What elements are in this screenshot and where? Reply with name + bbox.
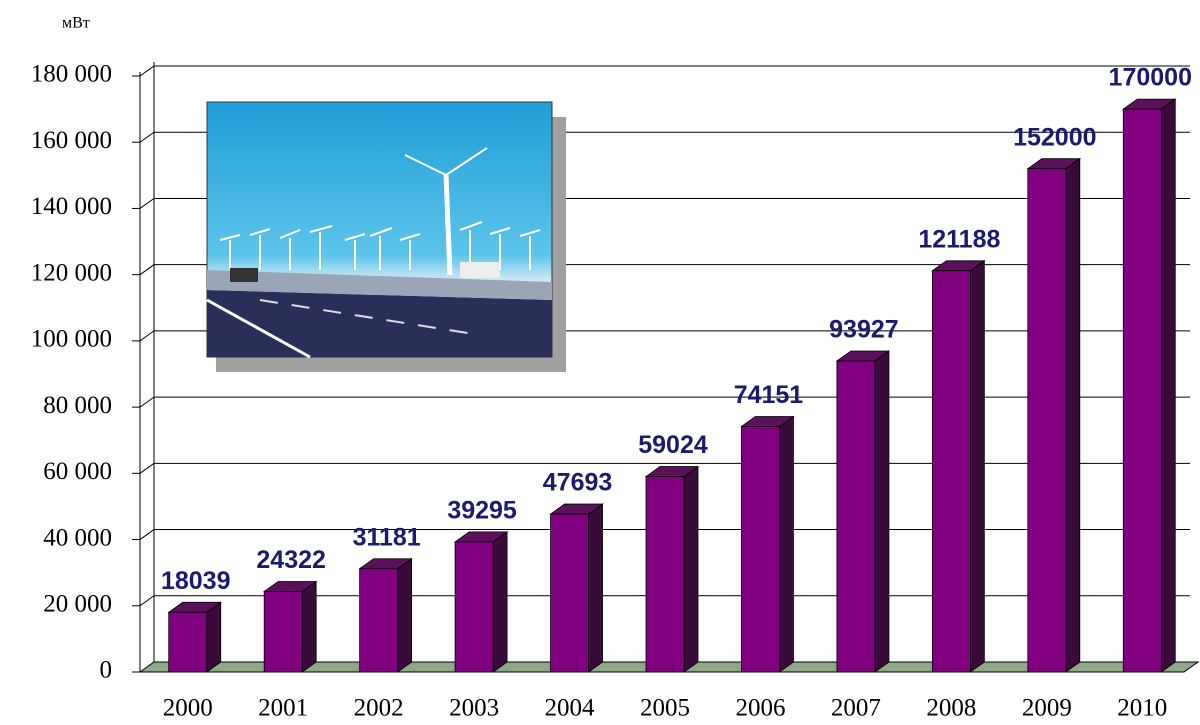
bar-front xyxy=(741,426,779,672)
bar xyxy=(741,416,793,672)
bar-side xyxy=(493,532,507,672)
bar xyxy=(932,261,984,672)
value-label: 74151 xyxy=(734,381,804,409)
bar-front xyxy=(1028,169,1066,672)
value-label: 18039 xyxy=(161,567,231,595)
bar-front xyxy=(932,271,970,672)
y-tick-label: 80 000 xyxy=(43,392,112,419)
x-tick-label: 2003 xyxy=(449,695,499,722)
chart: мВт 0 20 000 40 000 60 000 80 000 100 000 120 … xyxy=(0,0,1200,725)
bar-side xyxy=(302,581,316,672)
value-label: 24322 xyxy=(256,546,326,574)
value-label: 39295 xyxy=(447,496,517,524)
bar xyxy=(646,467,698,672)
bar-side xyxy=(779,416,793,672)
bar xyxy=(1028,159,1080,672)
x-tick-label: 2000 xyxy=(163,695,213,722)
value-label: 59024 xyxy=(638,431,708,459)
value-label: 170000 xyxy=(1109,64,1192,92)
value-label: 152000 xyxy=(1013,123,1096,151)
bar-side xyxy=(1066,159,1080,672)
bar-front xyxy=(646,477,684,672)
value-label: 31181 xyxy=(353,523,421,551)
bar-front xyxy=(264,591,302,672)
y-tick-label: 120 000 xyxy=(31,259,112,286)
y-tick-label: 60 000 xyxy=(43,458,112,485)
x-tick-label: 2007 xyxy=(831,695,881,722)
bar-side xyxy=(875,351,889,672)
bar-front xyxy=(455,542,493,672)
bar xyxy=(455,532,507,672)
x-tick-label: 2004 xyxy=(545,695,596,722)
bar-front xyxy=(169,612,207,672)
picture xyxy=(207,102,566,372)
bar xyxy=(551,504,603,672)
bar-side xyxy=(970,261,984,672)
grid-line xyxy=(140,66,1190,76)
y-tick-label: 140 000 xyxy=(31,193,112,220)
bar-front xyxy=(1123,109,1161,672)
value-label: 121188 xyxy=(918,225,1000,253)
y-tick-label: 180 000 xyxy=(31,61,112,88)
bar xyxy=(264,581,316,672)
bar-front xyxy=(551,514,589,672)
x-tick-label: 2002 xyxy=(354,695,404,722)
y-tick-label: 160 000 xyxy=(31,127,112,154)
bar-side xyxy=(684,467,698,672)
bar-side xyxy=(1161,99,1175,672)
bar-side xyxy=(207,602,221,672)
x-tick-label: 2008 xyxy=(926,695,976,722)
x-tick-label: 2006 xyxy=(735,695,785,722)
value-label: 47693 xyxy=(543,469,613,497)
y-tick-label: 40 000 xyxy=(43,524,112,551)
bar-side xyxy=(589,504,603,672)
y-tick-label: 20 000 xyxy=(43,591,112,618)
bar xyxy=(837,351,889,672)
bar-side xyxy=(398,559,412,672)
x-tick-label: 2009 xyxy=(1022,695,1072,722)
bar xyxy=(169,602,221,672)
y-tick-label: 0 xyxy=(100,657,113,684)
x-tick-label: 2005 xyxy=(640,695,690,722)
bar-front xyxy=(360,569,398,672)
y-axis-unit: мВт xyxy=(62,15,90,32)
value-label: 93927 xyxy=(829,316,899,344)
x-tick-label: 2010 xyxy=(1117,695,1167,722)
y-tick-label: 100 000 xyxy=(31,326,112,353)
bar xyxy=(360,559,412,672)
bar-front xyxy=(837,361,875,672)
x-tick-label: 2001 xyxy=(258,695,308,722)
page: {"chart_data": {"type": "bar3d", "y_labe… xyxy=(0,0,1200,725)
bar xyxy=(1123,99,1175,672)
